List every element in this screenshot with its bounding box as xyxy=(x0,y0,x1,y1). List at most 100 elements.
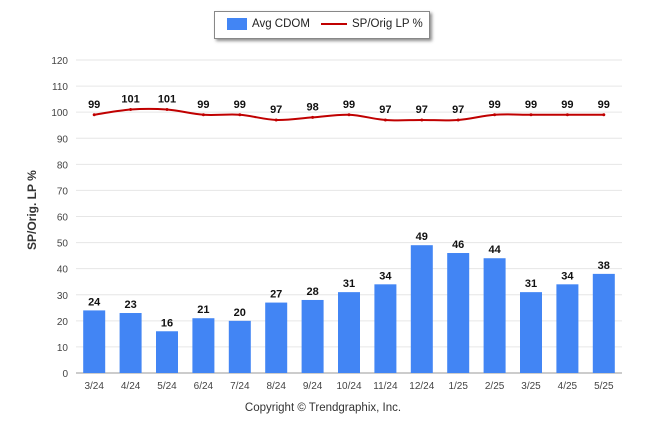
line-series xyxy=(92,107,606,122)
bar xyxy=(338,292,360,373)
x-tick-label: 5/24 xyxy=(157,381,177,392)
bar xyxy=(265,302,288,373)
bar-value-label: 21 xyxy=(197,304,209,316)
bar xyxy=(447,253,470,373)
bar xyxy=(374,284,397,373)
bar xyxy=(119,313,142,373)
bar-value-label: 38 xyxy=(598,260,610,272)
bar xyxy=(83,310,106,373)
bar-value-label: 31 xyxy=(343,278,355,290)
line-point xyxy=(274,118,278,122)
bar-value-label: 49 xyxy=(416,231,428,243)
bar-value-label: 44 xyxy=(488,244,501,256)
legend-line-swatch xyxy=(321,23,347,25)
bar xyxy=(520,292,542,373)
line-point xyxy=(529,113,533,117)
y-tick-label: 120 xyxy=(51,56,68,67)
x-tick-label: 5/25 xyxy=(594,381,614,392)
line-point xyxy=(493,113,497,117)
bar xyxy=(556,284,579,373)
grid-layer xyxy=(76,59,622,374)
y-tick-label: 90 xyxy=(57,134,69,145)
bar-value-label: 34 xyxy=(379,270,392,282)
bar xyxy=(410,245,433,373)
line-value-label: 101 xyxy=(158,94,176,106)
bar-value-label: 31 xyxy=(525,278,537,290)
x-tick-label: 12/24 xyxy=(409,381,434,392)
x-tick-label: 8/24 xyxy=(266,381,286,392)
line-value-label: 97 xyxy=(270,104,282,116)
line-point xyxy=(602,113,606,117)
bar-value-label: 24 xyxy=(88,296,101,308)
x-tick-label: 10/24 xyxy=(336,381,361,392)
y-tick-label: 70 xyxy=(57,186,69,197)
line-point xyxy=(420,118,424,122)
x-tick-label: 1/25 xyxy=(448,381,468,392)
y-tick-label: 40 xyxy=(57,265,69,276)
y-tick-label: 80 xyxy=(57,160,69,171)
line-value-label: 101 xyxy=(121,94,139,106)
line-point xyxy=(383,118,387,122)
bar-value-label: 34 xyxy=(561,270,574,282)
legend-item-bar[interactable]: Avg CDOM xyxy=(227,18,310,30)
line-point xyxy=(201,113,205,117)
bar xyxy=(301,299,324,373)
legend-bar-swatch xyxy=(227,18,247,30)
y-tick-label: 100 xyxy=(51,108,68,119)
legend-line-label: SP/Orig LP % xyxy=(352,18,423,30)
x-tick-label: 4/24 xyxy=(121,381,141,392)
line-value-label: 97 xyxy=(379,104,391,116)
line-point xyxy=(165,108,169,112)
bar xyxy=(592,273,615,373)
legend: Avg CDOM SP/Orig LP % xyxy=(214,11,430,39)
y-tick-label: 0 xyxy=(62,369,68,380)
y-axis-ticks: 0 10 20 30 40 50 60 70 80 90 100 110 120 xyxy=(51,56,68,380)
y-tick-label: 110 xyxy=(52,82,68,93)
line-point xyxy=(565,113,569,117)
bar xyxy=(192,318,215,373)
line-value-label: 99 xyxy=(234,99,246,111)
y-tick-label: 20 xyxy=(57,317,69,328)
line-point xyxy=(311,115,315,119)
x-tick-label: 3/25 xyxy=(521,381,541,392)
bar-value-label: 16 xyxy=(161,317,173,329)
x-tick-label: 3/24 xyxy=(84,381,104,392)
bar-value-label: 27 xyxy=(270,289,282,301)
x-tick-label: 9/24 xyxy=(303,381,323,392)
line-value-label: 99 xyxy=(525,99,537,111)
y-axis-label: SP/Orig. LP % xyxy=(25,170,39,250)
x-tick-label: 2/25 xyxy=(485,381,505,392)
line-value-label: 99 xyxy=(598,99,610,111)
x-tick-label: 4/25 xyxy=(558,381,578,392)
legend-bar-label: Avg CDOM xyxy=(252,18,310,30)
x-tick-label: 6/24 xyxy=(194,381,214,392)
x-axis-ticks: 3/24 4/24 5/24 6/24 7/24 8/24 9/24 10/24 11/24 12… xyxy=(84,381,614,392)
bar-value-label: 28 xyxy=(306,286,318,298)
line-point xyxy=(92,113,96,117)
line-value-label: 97 xyxy=(452,104,464,116)
line-value-label: 99 xyxy=(343,99,355,111)
bar xyxy=(483,258,506,373)
line-point xyxy=(456,118,460,122)
bar xyxy=(156,331,178,373)
bar-value-label: 46 xyxy=(452,239,464,251)
line-point xyxy=(347,113,351,117)
line-point xyxy=(129,108,133,112)
bar xyxy=(228,320,251,373)
data-labels: 24 23 16 21 20 27 28 31 34 49 46 44 31 34 38 99 101 101 99… xyxy=(88,94,610,330)
y-tick-label: 30 xyxy=(57,291,69,302)
x-tick-label: 11/24 xyxy=(373,381,398,392)
legend-item-line[interactable]: SP/Orig LP % xyxy=(321,18,423,30)
y-tick-label: 60 xyxy=(57,213,69,224)
line-value-label: 99 xyxy=(561,99,573,111)
x-tick-label: 7/24 xyxy=(230,381,250,392)
bar-series xyxy=(83,245,615,373)
y-tick-label: 50 xyxy=(57,239,69,250)
line-point xyxy=(238,113,242,117)
line-value-label: 97 xyxy=(416,104,428,116)
line-value-label: 99 xyxy=(197,99,209,111)
bar-value-label: 20 xyxy=(234,307,246,319)
copyright-text: Copyright © Trendgraphix, Inc. xyxy=(244,402,402,414)
line-value-label: 99 xyxy=(88,99,100,111)
